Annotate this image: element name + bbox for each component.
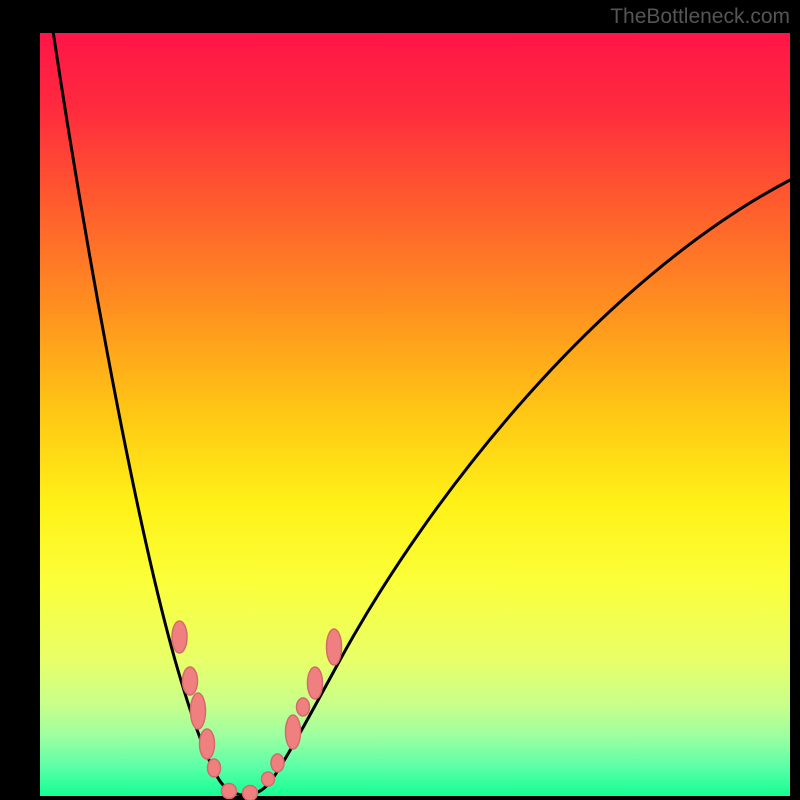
watermark-text: TheBottleneck.com	[610, 5, 790, 29]
chart-frame: TheBottleneck.com	[0, 0, 800, 800]
gradient-background	[40, 33, 790, 796]
